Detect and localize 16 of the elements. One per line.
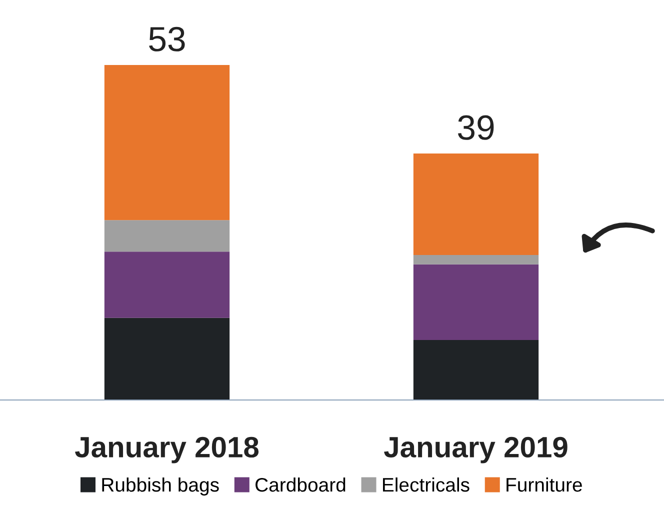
legend-label: Electricals (383, 477, 470, 492)
x-tick-label: January 2019 (384, 436, 568, 464)
bar (413, 254, 539, 264)
bar (413, 153, 539, 255)
x-tick-label: January 2018 (75, 436, 259, 464)
bar (104, 252, 230, 318)
annotation: 39 (458, 115, 494, 140)
bar (413, 264, 539, 340)
bar (104, 220, 230, 252)
legend-label: Rubbish bags (102, 477, 219, 496)
legend-label: Furniture (506, 477, 582, 492)
bar (413, 340, 539, 400)
legend-label: Cardboard (256, 477, 346, 492)
annotation: 53 (149, 26, 185, 52)
bar (104, 65, 230, 220)
bar (104, 318, 230, 400)
